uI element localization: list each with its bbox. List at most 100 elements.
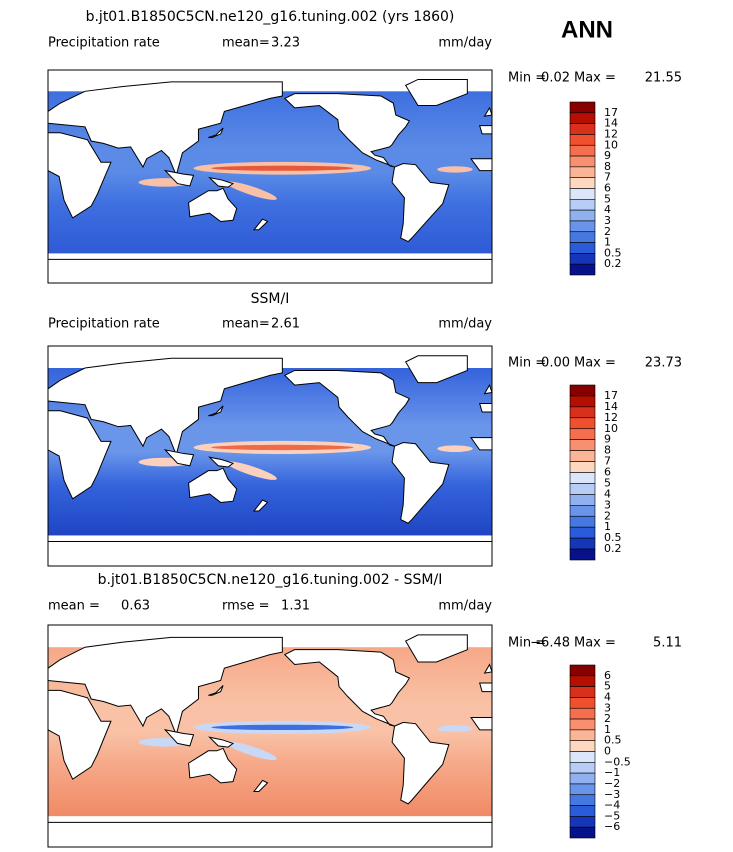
- colorbar-label: 0.2: [604, 542, 622, 555]
- min-label: Min =: [508, 636, 546, 651]
- land: [404, 78, 468, 106]
- colorbar-box: [569, 134, 596, 146]
- colorbar-box: [569, 253, 596, 265]
- colorbar-box: [569, 428, 596, 440]
- colorbar-box: [569, 417, 596, 430]
- map: [47, 69, 493, 284]
- colorbar-label: 0.5: [604, 734, 622, 747]
- land: [47, 132, 112, 219]
- colorbar-box: [569, 231, 596, 243]
- colorbar-label: 17: [604, 106, 618, 119]
- colorbar-box: [569, 450, 596, 462]
- colorbar-label: 0: [604, 745, 611, 758]
- land: [483, 663, 493, 674]
- colorbar-box: [569, 263, 596, 276]
- colorbar-box: [569, 406, 596, 419]
- min-value: 0.02: [541, 71, 570, 86]
- land: [47, 81, 283, 177]
- min-label: Min =: [508, 71, 546, 86]
- colorbar-box: [569, 675, 596, 687]
- colorbar-label: −2: [604, 777, 620, 790]
- land: [47, 636, 283, 737]
- min-label: Min =: [508, 356, 546, 371]
- colorbar-label: 8: [604, 160, 611, 173]
- land: [208, 456, 235, 468]
- spcz-band: [226, 741, 277, 761]
- colorbar-label: 12: [604, 411, 618, 424]
- colorbar-box: [569, 548, 596, 561]
- land: [391, 721, 450, 805]
- colorbar-box: [569, 805, 596, 817]
- colorbar-label: −5: [604, 809, 620, 822]
- spcz-band: [226, 461, 277, 480]
- stat-value: 0.63: [121, 599, 150, 614]
- colorbar-box: [569, 686, 596, 698]
- colorbar-box: [569, 395, 596, 408]
- stat-label: mean=: [222, 36, 270, 51]
- colorbar-label: 7: [604, 171, 611, 184]
- map-frame: [47, 69, 493, 284]
- panel-title: b.jt01.B1850C5CN.ne120_g16.tuning.002 - …: [98, 572, 443, 588]
- map: [47, 345, 493, 567]
- colorbar-label: −4: [604, 799, 620, 812]
- colorbar-label: 14: [604, 400, 618, 413]
- colorbar-box: [569, 384, 596, 397]
- colorbar-box: [569, 515, 596, 528]
- colorbar-box: [569, 483, 596, 495]
- stat-label: mean=: [222, 317, 270, 332]
- atl-band: [437, 725, 473, 732]
- colorbar-label: 3: [604, 214, 611, 227]
- land: [478, 125, 493, 135]
- colorbar-label: 6: [604, 182, 611, 195]
- land: [47, 689, 112, 780]
- field-label: Precipitation rate: [48, 317, 160, 332]
- land: [404, 634, 468, 663]
- colorbar-label: 2: [604, 712, 611, 725]
- land: [163, 449, 195, 467]
- colorbar-label: −6: [604, 820, 620, 833]
- spcz-band: [226, 181, 277, 200]
- colorbar-box: [569, 439, 596, 451]
- colorbar-box: [569, 707, 596, 720]
- land: [208, 176, 235, 188]
- atl-band: [437, 166, 473, 173]
- colorbar-box: [569, 112, 596, 124]
- stat-value: 1.31: [281, 599, 310, 614]
- land: [163, 169, 195, 187]
- colorbar-box: [569, 783, 596, 796]
- land: [47, 821, 493, 848]
- colorbar-label: −3: [604, 788, 620, 801]
- max-value: 5.11: [653, 636, 682, 651]
- land: [47, 541, 493, 567]
- max-value: 23.73: [645, 356, 682, 371]
- land: [391, 442, 450, 524]
- map-frame: [47, 345, 493, 567]
- colorbar-label: 5: [604, 192, 611, 205]
- land: [188, 747, 238, 784]
- colorbar-box: [569, 794, 596, 806]
- max-value: 21.55: [645, 71, 682, 86]
- land: [483, 383, 493, 395]
- colorbar-box: [569, 220, 596, 233]
- units: mm/day: [438, 599, 492, 614]
- colorbar-box: [569, 242, 596, 254]
- stat-value: 3.23: [271, 36, 300, 51]
- colorbar-label: 5: [604, 680, 611, 693]
- colorbar-label: 14: [604, 117, 618, 130]
- land: [283, 93, 411, 168]
- itcz-core: [211, 165, 354, 171]
- colorbar-label: 3: [604, 701, 611, 714]
- min-value: 0.00: [541, 356, 570, 371]
- colorbar-box: [569, 697, 596, 709]
- colorbar-label: −1: [604, 766, 620, 779]
- land: [479, 402, 493, 413]
- colorbar-box: [569, 199, 596, 211]
- colorbar-box: [569, 209, 596, 222]
- land: [208, 685, 224, 696]
- itcz-core: [211, 724, 354, 731]
- map-frame: [47, 624, 493, 848]
- colorbar-box: [569, 740, 596, 752]
- field-label: Precipitation rate: [48, 36, 160, 51]
- colorbar-label: 9: [604, 149, 611, 162]
